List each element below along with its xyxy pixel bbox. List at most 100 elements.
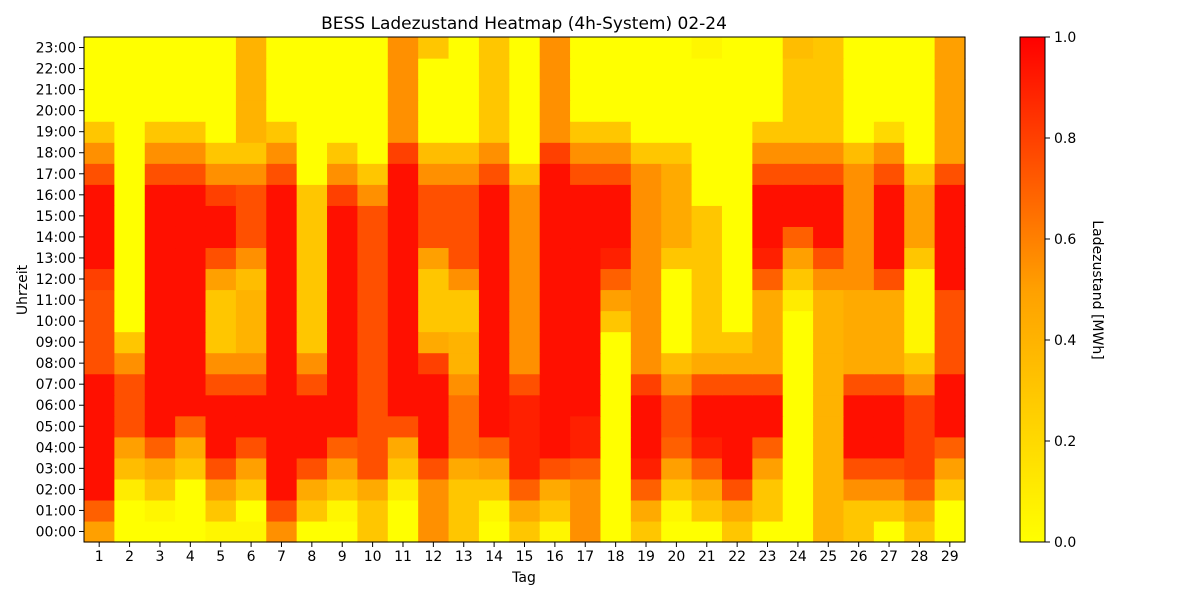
heatmap-cell	[296, 205, 328, 227]
heatmap-cell	[843, 100, 875, 122]
heatmap-cell	[813, 142, 845, 164]
heatmap-cell	[813, 184, 845, 206]
heatmap-cell	[418, 373, 450, 396]
heatmap-cell	[782, 352, 814, 375]
heatmap-cell	[296, 457, 328, 480]
heatmap-cell	[175, 205, 207, 227]
y-tick-label: 11:00	[36, 293, 76, 309]
heatmap-cell	[873, 478, 905, 501]
y-tick-label: 12:00	[36, 272, 76, 288]
heatmap-cell	[600, 163, 632, 185]
heatmap-cell	[235, 268, 267, 291]
heatmap-cell	[782, 520, 814, 543]
heatmap-cell	[539, 205, 571, 227]
heatmap-cell	[84, 289, 115, 312]
heatmap-cell	[934, 520, 966, 543]
heatmap-cell	[205, 226, 237, 249]
heatmap-cell	[235, 247, 267, 270]
heatmap-cell	[873, 142, 905, 164]
heatmap-cell	[205, 520, 237, 543]
heatmap-cell	[357, 268, 389, 291]
heatmap-cell	[904, 268, 936, 291]
heatmap-cell	[327, 226, 359, 249]
heatmap-cell	[630, 394, 662, 417]
heatmap-cell	[296, 373, 328, 396]
heatmap-cell	[691, 121, 723, 143]
heatmap-cell	[813, 247, 845, 270]
heatmap-cell	[327, 415, 359, 438]
colorbar-tick-label: 0.0	[1054, 535, 1076, 551]
heatmap-cell	[448, 100, 480, 122]
heatmap-cell	[934, 457, 966, 480]
heatmap-cell	[327, 478, 359, 501]
heatmap-cell	[509, 373, 541, 396]
heatmap-cell	[357, 184, 389, 206]
heatmap-cell	[600, 226, 632, 249]
heatmap-cell	[296, 520, 328, 543]
heatmap-cell	[752, 163, 784, 185]
heatmap-cell	[570, 310, 602, 333]
heatmap-cell	[782, 37, 814, 59]
heatmap-cell	[873, 100, 905, 122]
heatmap-cell	[752, 100, 784, 122]
heatmap-cell	[114, 247, 146, 270]
heatmap-cell	[813, 58, 845, 80]
heatmap-cell	[418, 121, 450, 143]
heatmap-cell	[266, 247, 298, 270]
heatmap-cell	[843, 415, 875, 438]
heatmap-cell	[509, 520, 541, 543]
heatmap-cell	[691, 100, 723, 122]
heatmap-cell	[904, 58, 936, 80]
heatmap-cell	[175, 163, 207, 185]
heatmap-cell	[144, 247, 176, 270]
heatmap-cell	[296, 58, 328, 80]
heatmap-cell	[418, 415, 450, 438]
y-tick-label: 17:00	[36, 167, 76, 183]
heatmap-cell	[235, 100, 267, 122]
heatmap-cell	[630, 499, 662, 522]
heatmap-cell	[144, 142, 176, 164]
heatmap-cell	[205, 436, 237, 459]
heatmap-cell	[266, 457, 298, 480]
heatmap-cell	[752, 226, 784, 249]
heatmap-cell	[843, 457, 875, 480]
y-tick-label: 05:00	[36, 419, 76, 435]
heatmap-cell	[721, 163, 753, 185]
heatmap-cell	[661, 37, 693, 59]
x-tick-label: 5	[216, 549, 225, 565]
heatmap-cell	[478, 163, 510, 185]
heatmap-cell	[418, 289, 450, 312]
x-tick-label: 22	[728, 549, 746, 565]
heatmap-cell	[387, 436, 419, 459]
heatmap-cell	[114, 121, 146, 143]
heatmap-cell	[175, 457, 207, 480]
heatmap-cell	[175, 310, 207, 333]
heatmap-cell	[296, 121, 328, 143]
heatmap-cell	[691, 268, 723, 291]
colorbar-tick-label: 0.2	[1054, 434, 1076, 450]
colorbar-ticks: 0.0 0.2 0.4 0.6 0.8 1.0	[1045, 30, 1076, 551]
heatmap-cell	[600, 205, 632, 227]
heatmap-cell	[509, 457, 541, 480]
heatmap-cell	[600, 247, 632, 270]
heatmap-cell	[175, 373, 207, 396]
heatmap-cell	[752, 457, 784, 480]
heatmap-cell	[630, 415, 662, 438]
heatmap-cell	[904, 310, 936, 333]
x-tick-label: 29	[941, 549, 959, 565]
heatmap-cell	[114, 478, 146, 501]
heatmap-cell	[509, 184, 541, 206]
heatmap-cell	[661, 436, 693, 459]
heatmap-cell	[904, 436, 936, 459]
heatmap-cell	[570, 436, 602, 459]
heatmap-cell	[175, 415, 207, 438]
heatmap-cell	[418, 436, 450, 459]
x-tick-label: 18	[607, 549, 625, 565]
heatmap-cell	[600, 520, 632, 543]
heatmap-cell	[813, 226, 845, 249]
heatmap-cell	[144, 58, 176, 80]
heatmap-cell	[630, 373, 662, 396]
heatmap-cell	[539, 415, 571, 438]
heatmap-cell	[843, 394, 875, 417]
heatmap-cell	[448, 352, 480, 375]
